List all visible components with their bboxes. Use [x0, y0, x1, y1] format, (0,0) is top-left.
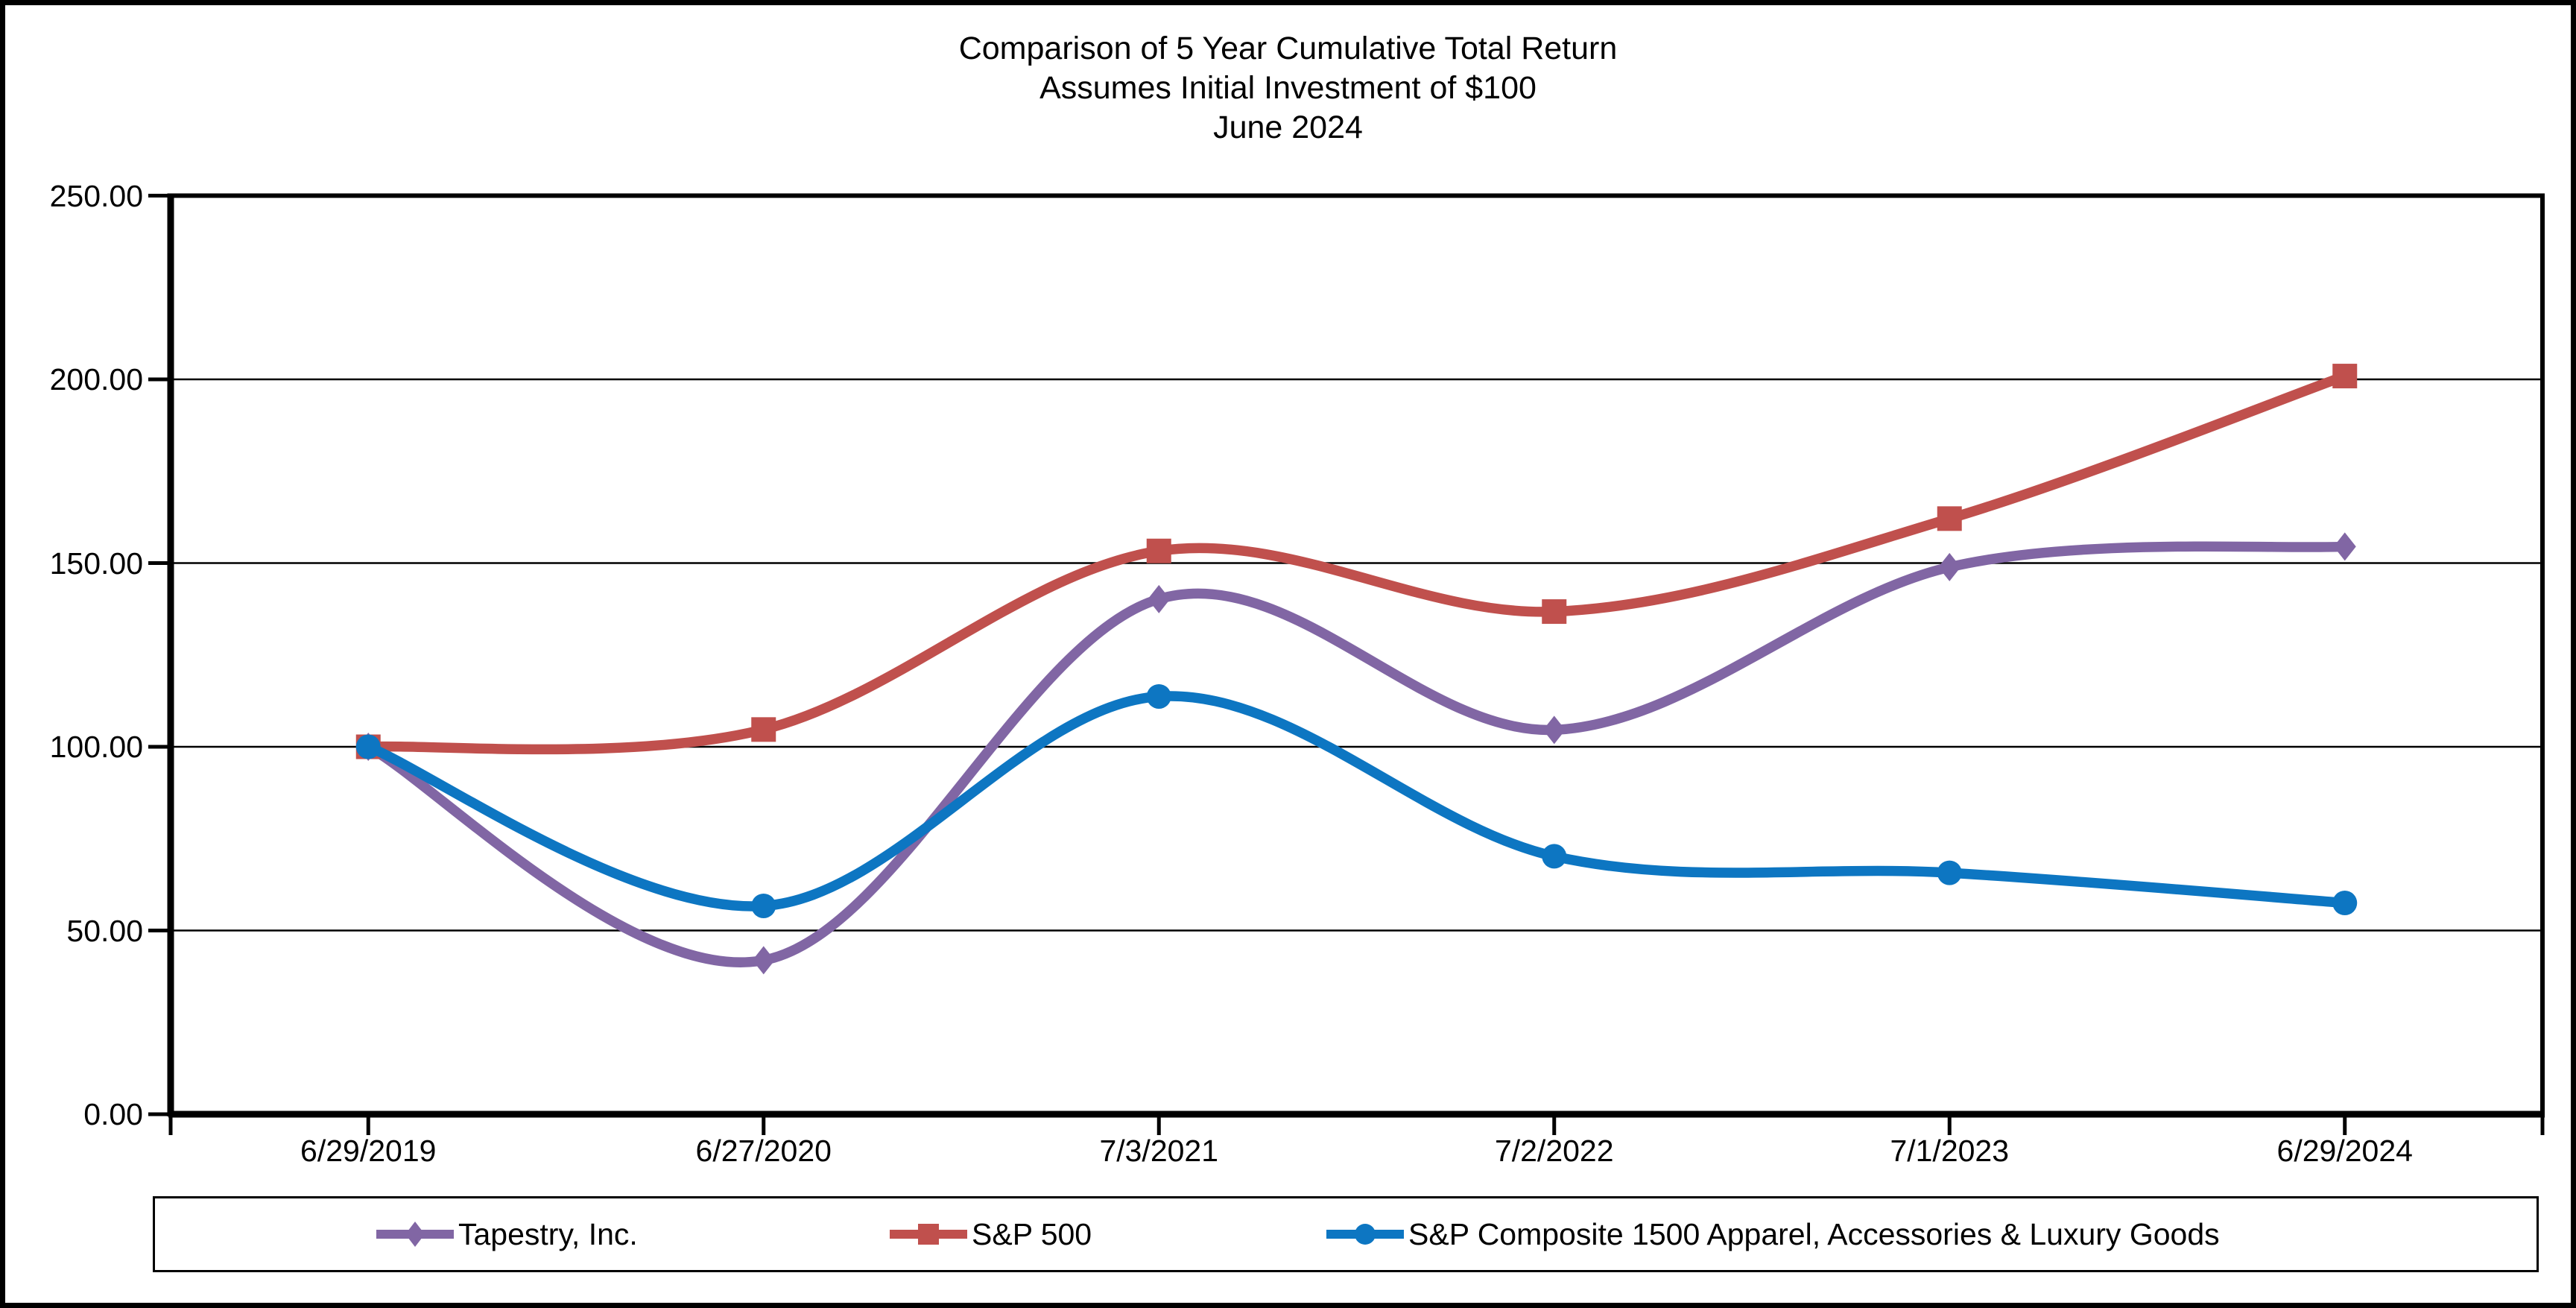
x-axis-label-0: 6/29/2019 — [300, 1134, 437, 1168]
data-point-s-p-composite-1500-apparel-accessories-luxury-goods-1 — [751, 893, 776, 918]
data-point-tapestry-inc-4 — [1938, 552, 1961, 581]
series-line-s-p-500 — [363, 370, 2350, 755]
legend-label-2: S&P Composite 1500 Apparel, Accessories … — [1408, 1216, 2220, 1251]
chart-title-line-1: Comparison of 5 Year Cumulative Total Re… — [958, 31, 1618, 66]
legend-item-2: S&P Composite 1500 Apparel, Accessories … — [1326, 1198, 2220, 1270]
data-point-s-p-500-2 — [1146, 538, 1171, 563]
series-line-s-p-composite-1500-apparel-accessories-luxury-goods — [363, 691, 2350, 912]
legend-marker-square-icon — [890, 1224, 967, 1245]
y-axis-label-100.00: 100.00 — [49, 730, 143, 764]
series-line-tapestry-inc — [363, 541, 2350, 967]
data-point-s-p-composite-1500-apparel-accessories-luxury-goods-5 — [2332, 891, 2358, 916]
legend-marker-circle-icon — [1326, 1224, 1404, 1245]
data-point-tapestry-inc-5 — [2333, 532, 2356, 561]
x-axis-label-4: 7/1/2023 — [1890, 1134, 2010, 1168]
data-point-tapestry-inc-2 — [1148, 584, 1171, 613]
chart-title-block: Comparison of 5 Year Cumulative Total Re… — [5, 29, 2571, 148]
legend-marker-diamond-icon — [376, 1222, 454, 1247]
data-point-s-p-composite-1500-apparel-accessories-luxury-goods-2 — [1146, 683, 1171, 709]
data-point-s-p-composite-1500-apparel-accessories-luxury-goods-3 — [1542, 844, 1567, 869]
x-axis-label-2: 7/3/2021 — [1099, 1134, 1219, 1168]
x-axis-label-1: 6/27/2020 — [695, 1134, 832, 1168]
data-point-s-p-composite-1500-apparel-accessories-luxury-goods-4 — [1937, 860, 1962, 885]
x-axis-label-5: 6/29/2024 — [2276, 1134, 2413, 1168]
data-point-s-p-composite-1500-apparel-accessories-luxury-goods-0 — [355, 734, 381, 759]
y-axis-label-250.00: 250.00 — [49, 178, 143, 213]
data-point-s-p-500-4 — [1937, 506, 1962, 531]
data-point-s-p-500-3 — [1542, 599, 1567, 625]
y-axis-label-200.00: 200.00 — [49, 362, 143, 396]
legend-item-0: Tapestry, Inc. — [376, 1198, 638, 1270]
chart-title-line-3: June 2024 — [1213, 110, 1363, 145]
data-point-s-p-500-1 — [751, 717, 776, 742]
y-axis-label-50.00: 50.00 — [66, 913, 143, 948]
plot-area-svg — [148, 193, 2545, 1135]
chart-title-line-2: Assumes Initial Investment of $100 — [1039, 70, 1537, 106]
y-axis-label-150.00: 150.00 — [49, 546, 143, 581]
data-point-tapestry-inc-1 — [752, 946, 775, 975]
data-point-tapestry-inc-3 — [1542, 715, 1566, 745]
x-axis-label-3: 7/2/2022 — [1494, 1134, 1614, 1168]
legend-box: Tapestry, Inc. S&P 500 S&P Composite 1500 … — [153, 1196, 2539, 1272]
legend-label-0: Tapestry, Inc. — [458, 1216, 638, 1251]
legend-item-1: S&P 500 — [890, 1198, 1092, 1270]
y-axis-label-0.00: 0.00 — [83, 1097, 143, 1131]
legend-label-1: S&P 500 — [972, 1216, 1092, 1251]
data-point-s-p-500-5 — [2332, 364, 2358, 389]
